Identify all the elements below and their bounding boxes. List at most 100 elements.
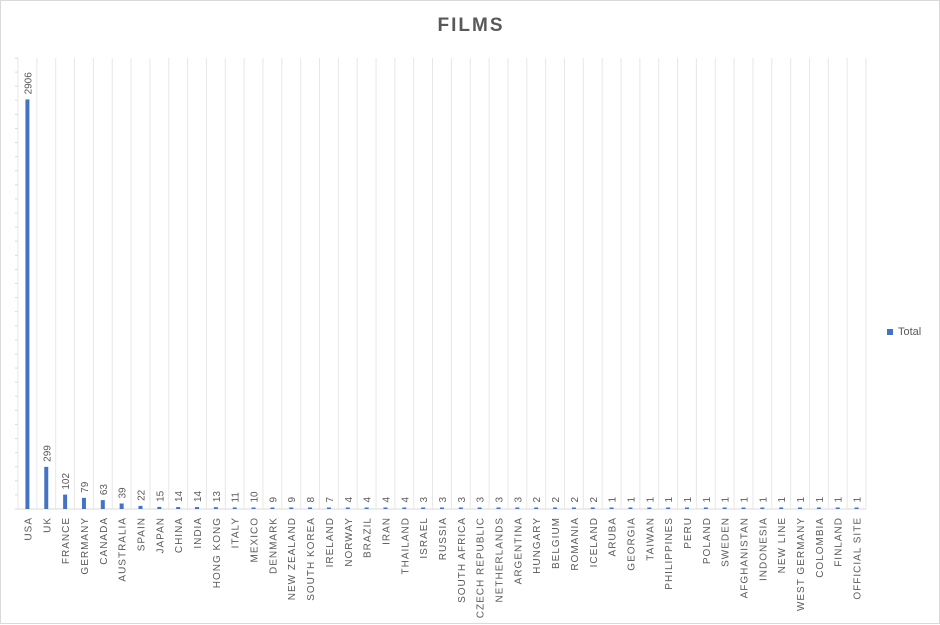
- x-tick-label: THAILAND: [400, 517, 411, 574]
- x-tick-label: PERU: [683, 517, 694, 549]
- x-tick-label: NEW LINE: [777, 517, 788, 573]
- x-tick-label: GEORGIA: [626, 517, 637, 571]
- x-tick-label: RUSSIA: [438, 517, 449, 560]
- x-tick-label: WEST GERMANY: [796, 517, 807, 611]
- bar: [289, 507, 294, 509]
- bar: [100, 500, 105, 509]
- x-tick-label: FINLAND: [834, 517, 845, 567]
- bar: [213, 507, 218, 509]
- x-tick-label: INDIA: [193, 517, 204, 549]
- data-label: 8: [306, 497, 317, 503]
- data-label: 2: [570, 497, 581, 503]
- x-tick-label: CZECH REPUBLIC: [476, 517, 487, 618]
- x-tick-label: SOUTH KOREA: [306, 517, 317, 601]
- bar: [722, 507, 727, 509]
- data-label: 1: [645, 497, 656, 503]
- x-tick-label: HONG KONG: [212, 517, 223, 588]
- x-tick-label: HUNGARY: [532, 517, 543, 574]
- legend: Total: [887, 326, 921, 338]
- data-label: 2: [551, 497, 562, 503]
- bar: [345, 507, 350, 509]
- data-label: 1: [626, 497, 637, 503]
- data-label: 1: [721, 497, 732, 503]
- bar: [666, 507, 671, 509]
- bar: [63, 494, 68, 509]
- x-tick-label: NEW ZEALAND: [287, 517, 298, 600]
- x-tick-label: NETHERLANDS: [495, 517, 506, 602]
- data-label: 79: [80, 481, 91, 493]
- data-label: 3: [513, 497, 524, 503]
- bar: [458, 507, 463, 509]
- bar: [232, 507, 237, 509]
- x-tick-label: POLAND: [702, 517, 713, 564]
- x-tick-label: ARGENTINA: [513, 517, 524, 584]
- bar: [176, 507, 181, 509]
- bar: [534, 507, 539, 509]
- data-label: 3: [457, 497, 468, 503]
- data-label: 1: [815, 497, 826, 503]
- data-label: 11: [231, 492, 242, 503]
- bar: [835, 507, 840, 509]
- data-label: 10: [250, 491, 261, 503]
- data-label: 3: [419, 497, 430, 503]
- data-label: 63: [99, 484, 110, 496]
- x-tick-label: FRANCE: [61, 517, 72, 564]
- x-tick-label: GERMANY: [80, 517, 91, 575]
- bar: [383, 507, 388, 509]
- x-tick-label: SOUTH AFRICA: [457, 517, 468, 603]
- data-label: 1: [777, 497, 788, 503]
- x-tick-label: ITALY: [231, 517, 242, 548]
- bar: [81, 497, 86, 509]
- x-tick-label: BELGIUM: [551, 517, 562, 569]
- x-tick-label: DENMARK: [268, 517, 279, 574]
- data-label: 13: [212, 491, 223, 503]
- data-label: 39: [118, 487, 129, 499]
- data-label: 1: [664, 497, 675, 503]
- x-tick-label: INDONESIA: [758, 517, 769, 581]
- x-tick-label: BRAZIL: [363, 517, 374, 558]
- legend-label: Total: [898, 326, 922, 338]
- data-label: 9: [287, 497, 298, 503]
- x-tick-label: CANADA: [99, 517, 110, 565]
- x-tick-label: SPAIN: [136, 517, 147, 551]
- bar: [364, 507, 369, 509]
- data-label: 2: [589, 497, 600, 503]
- bar: [553, 507, 558, 509]
- bar: [779, 507, 784, 509]
- bar: [703, 507, 708, 509]
- bar: [308, 507, 313, 509]
- x-tick-label: TAIWAN: [645, 517, 656, 561]
- bar: [270, 507, 275, 509]
- bar: [496, 507, 501, 509]
- data-label: 1: [608, 497, 619, 503]
- x-tick-label: ARUBA: [608, 517, 619, 556]
- data-label: 3: [438, 497, 449, 503]
- x-tick-label: ICELAND: [589, 517, 600, 567]
- chart-title: FILMS: [437, 15, 505, 36]
- data-label: 1: [758, 497, 769, 503]
- data-label: 2906: [23, 72, 34, 95]
- data-label: 15: [155, 490, 166, 502]
- data-label: 2: [532, 497, 543, 503]
- bar: [741, 507, 746, 509]
- bar: [402, 507, 407, 509]
- bar: [854, 507, 859, 509]
- x-tick-label: ROMANIA: [570, 517, 581, 571]
- x-tick-label: PHILIPPINES: [664, 517, 675, 590]
- x-tick-label: OFFICIAL SITE: [853, 517, 864, 600]
- bar: [515, 507, 520, 509]
- bar: [440, 507, 444, 509]
- bar: [25, 99, 30, 510]
- bar: [44, 466, 49, 509]
- x-tick-label: AFGHANISTAN: [740, 517, 751, 598]
- bar: [326, 507, 331, 509]
- bar: [251, 507, 256, 509]
- data-label: 102: [61, 473, 72, 490]
- data-label: 299: [42, 445, 53, 462]
- bar: [421, 507, 426, 509]
- data-label: 4: [363, 497, 374, 503]
- legend-swatch: [887, 329, 893, 335]
- data-label: 22: [136, 489, 147, 501]
- bar: [816, 507, 821, 509]
